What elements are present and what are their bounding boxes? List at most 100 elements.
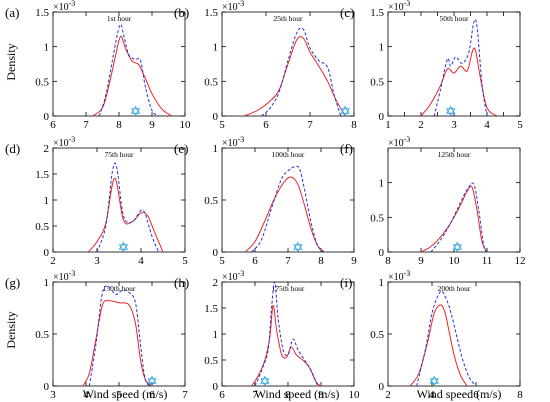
y-exponent-power: -3 — [404, 269, 411, 278]
panel-4: 2 3 4 500.511.52 ×10-3(d) 75th hour — [5, 135, 188, 267]
x-tick-label: 10 — [349, 389, 361, 401]
y-tick-label: 0 — [379, 111, 385, 123]
x-tick-label: 9 — [149, 119, 155, 131]
marker-triangle-down — [147, 378, 157, 387]
actual-density-curve — [82, 300, 153, 386]
x-tick-label: 6 — [252, 255, 258, 267]
x-tick-label: 11 — [482, 255, 493, 267]
axes-box — [52, 281, 186, 387]
axes-box — [387, 147, 521, 253]
observed-value-marker — [340, 105, 350, 117]
y-tick-label: 2 — [213, 277, 219, 289]
xlabel-col-2: Wind speed (m/s) — [255, 387, 340, 401]
series-group — [87, 162, 164, 252]
x-tick-label: 3 — [50, 389, 56, 401]
x-tick-label: 2 — [50, 255, 56, 267]
axes-box — [221, 147, 355, 253]
marker-triangle-up — [130, 105, 141, 114]
y-tick-label: 0.5 — [370, 329, 384, 341]
marker-triangle-down — [293, 244, 303, 253]
y-tick-label: 1.5 — [204, 7, 218, 19]
x-tick-label: 8 — [517, 389, 523, 401]
y-exponent-power: -3 — [69, 269, 76, 278]
y-tick-label: 1 — [213, 329, 219, 341]
y-tick-label: 0 — [213, 381, 219, 393]
y-exponent-label: ×10-3 — [222, 135, 244, 149]
y-exponent-power: -3 — [238, 135, 245, 144]
series-group — [420, 182, 488, 252]
x-tick-label: 1 — [385, 119, 391, 131]
marker-triangle-up — [293, 241, 303, 250]
x-tick-label: 2 — [418, 119, 424, 131]
x-tick-label: 10 — [449, 255, 461, 267]
x-tick-label: 12 — [515, 255, 526, 267]
y-tick-label: 0.5 — [204, 76, 218, 88]
marker-triangle-up — [340, 105, 350, 114]
axes-box — [221, 281, 355, 387]
axes-box — [52, 147, 186, 253]
forecast-density-curve — [261, 27, 342, 116]
y-exponent-power: -3 — [69, 0, 76, 8]
actual-density-curve — [243, 36, 346, 116]
marker-triangle-up — [446, 105, 456, 114]
panel-title: 50th hour — [440, 14, 469, 23]
observed-value-marker — [293, 241, 303, 253]
x-tick-label: 7 — [182, 389, 188, 401]
panel-title: 200th hour — [438, 284, 471, 293]
y-tick-label: 0.5 — [35, 76, 49, 88]
series-group — [251, 282, 322, 386]
xlabel-col-1: Wind speed (m/s) — [83, 387, 168, 401]
x-tick-label: 4 — [484, 119, 490, 131]
forecast-density-curve — [254, 282, 319, 386]
actual-density-curve — [420, 185, 488, 252]
panel-title: 25th hour — [274, 14, 303, 23]
observed-value-marker — [118, 241, 129, 253]
panel-6: 8 9 10 11 12 0 0.5 1 ×10-3 (f) 125th hour — [340, 135, 526, 267]
panel-letter: (b) — [174, 5, 189, 20]
axes-box — [387, 11, 521, 117]
y-tick-label: 0.5 — [370, 212, 384, 224]
actual-density-curve — [87, 177, 164, 252]
x-tick-label: 10 — [180, 119, 192, 131]
observed-value-marker — [130, 105, 141, 117]
forecast-density-curve — [98, 24, 159, 116]
x-tick-label: 8 — [351, 119, 357, 131]
series-group — [409, 290, 477, 386]
x-tick-label: 4 — [429, 389, 435, 401]
panel-letter: (g) — [5, 275, 20, 290]
series-group — [244, 165, 325, 252]
x-tick-label: 3 — [451, 119, 457, 131]
marker-triangle-down — [452, 244, 462, 253]
y-tick-label: 0.5 — [204, 195, 218, 207]
series-group — [243, 27, 346, 116]
y-tick-label: 0 — [379, 381, 385, 393]
x-tick-label: 5 — [116, 389, 122, 401]
y-tick-label: 0.5 — [204, 355, 218, 367]
x-tick-label: 7 — [285, 255, 291, 267]
panel-3: 1 2 3 4 5 0 0.5 1 1.5 ×10-3 (c) 50th hour — [340, 0, 523, 131]
series-group — [420, 18, 498, 116]
y-tick-label: 0 — [44, 247, 50, 259]
x-tick-label: 9 — [318, 389, 324, 401]
forecast-density-curve — [433, 18, 488, 116]
panel-title: 75th hour — [105, 150, 134, 159]
x-tick-label: 6 — [473, 389, 479, 401]
marker-triangle-down — [340, 108, 350, 117]
x-tick-label: 5 — [219, 255, 225, 267]
panel-letter: (a) — [5, 5, 19, 20]
x-tick-label: 5 — [182, 255, 188, 267]
forecast-density-curve — [251, 165, 325, 252]
x-tick-label: 5 — [517, 119, 523, 131]
observed-value-marker — [260, 375, 270, 387]
y-tick-label: 1 — [44, 195, 50, 207]
series-group — [92, 24, 173, 116]
forecast-density-curve — [88, 285, 153, 386]
x-tick-label: 7 — [307, 119, 313, 131]
observed-value-marker — [446, 105, 456, 117]
marker-triangle-down — [118, 244, 129, 253]
x-tick-label: 8 — [385, 255, 391, 267]
y-tick-label: 1 — [379, 42, 385, 54]
y-exponent-power: -3 — [238, 0, 245, 8]
